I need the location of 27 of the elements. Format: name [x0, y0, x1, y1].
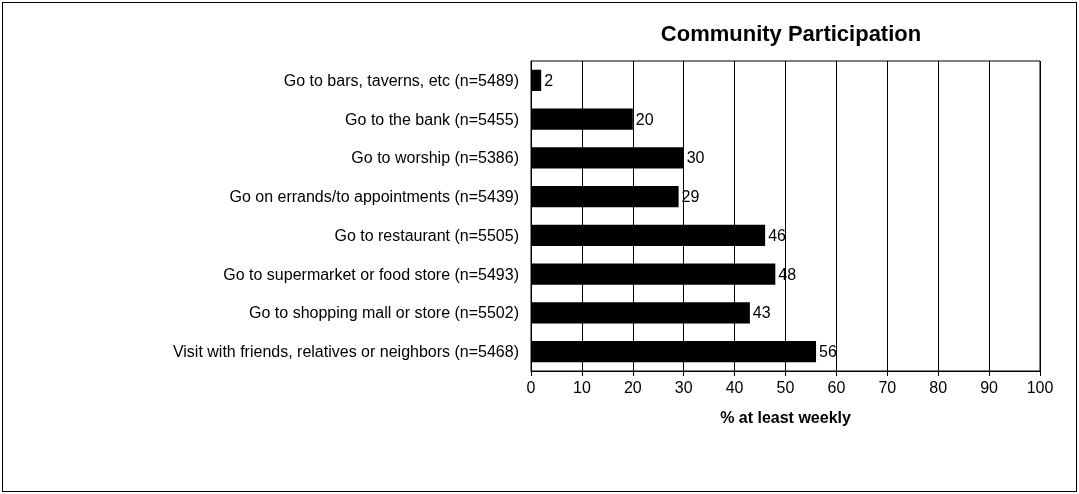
y-tick-label: Go to shopping mall or store (n=5502) — [249, 304, 519, 322]
x-axis-title: % at least weekly — [720, 408, 851, 426]
data-label: 56 — [819, 343, 837, 361]
y-tick-label: Go to restaurant (n=5505) — [334, 226, 519, 244]
x-tick-label: 90 — [980, 378, 999, 396]
x-tick-label: 10 — [573, 378, 591, 396]
y-tick-label: Go to bars, taverns, etc (n=5489) — [283, 71, 519, 89]
x-tick-label: 40 — [725, 378, 744, 396]
data-label: 2 — [544, 71, 554, 89]
x-tick-label: 100 — [1026, 378, 1054, 396]
x-tick-label: 60 — [827, 378, 846, 396]
y-tick-label: Go to worship (n=5386) — [351, 149, 519, 167]
y-tick-label: Visit with friends, relatives or neighbors (n=5468) — [172, 343, 519, 361]
x-tick-label: 0 — [526, 378, 536, 396]
y-tick-label: Go on errands/to appointments (n=5439) — [229, 188, 519, 206]
x-tick-label: 70 — [878, 378, 897, 396]
y-tick-label: Go to supermarket or food store (n=5493) — [223, 265, 519, 283]
data-label: 30 — [686, 149, 705, 167]
data-label: 43 — [752, 304, 771, 322]
data-label: 46 — [768, 226, 787, 244]
y-tick-label: Go to the bank (n=5455) — [345, 110, 519, 128]
x-tick-label: 30 — [674, 378, 693, 396]
chart-title: Community Participation — [660, 20, 922, 46]
x-tick-label: 20 — [623, 378, 642, 396]
data-label: 20 — [635, 110, 654, 128]
x-tick-label: 50 — [776, 378, 795, 396]
x-tick-label: 80 — [929, 378, 948, 396]
